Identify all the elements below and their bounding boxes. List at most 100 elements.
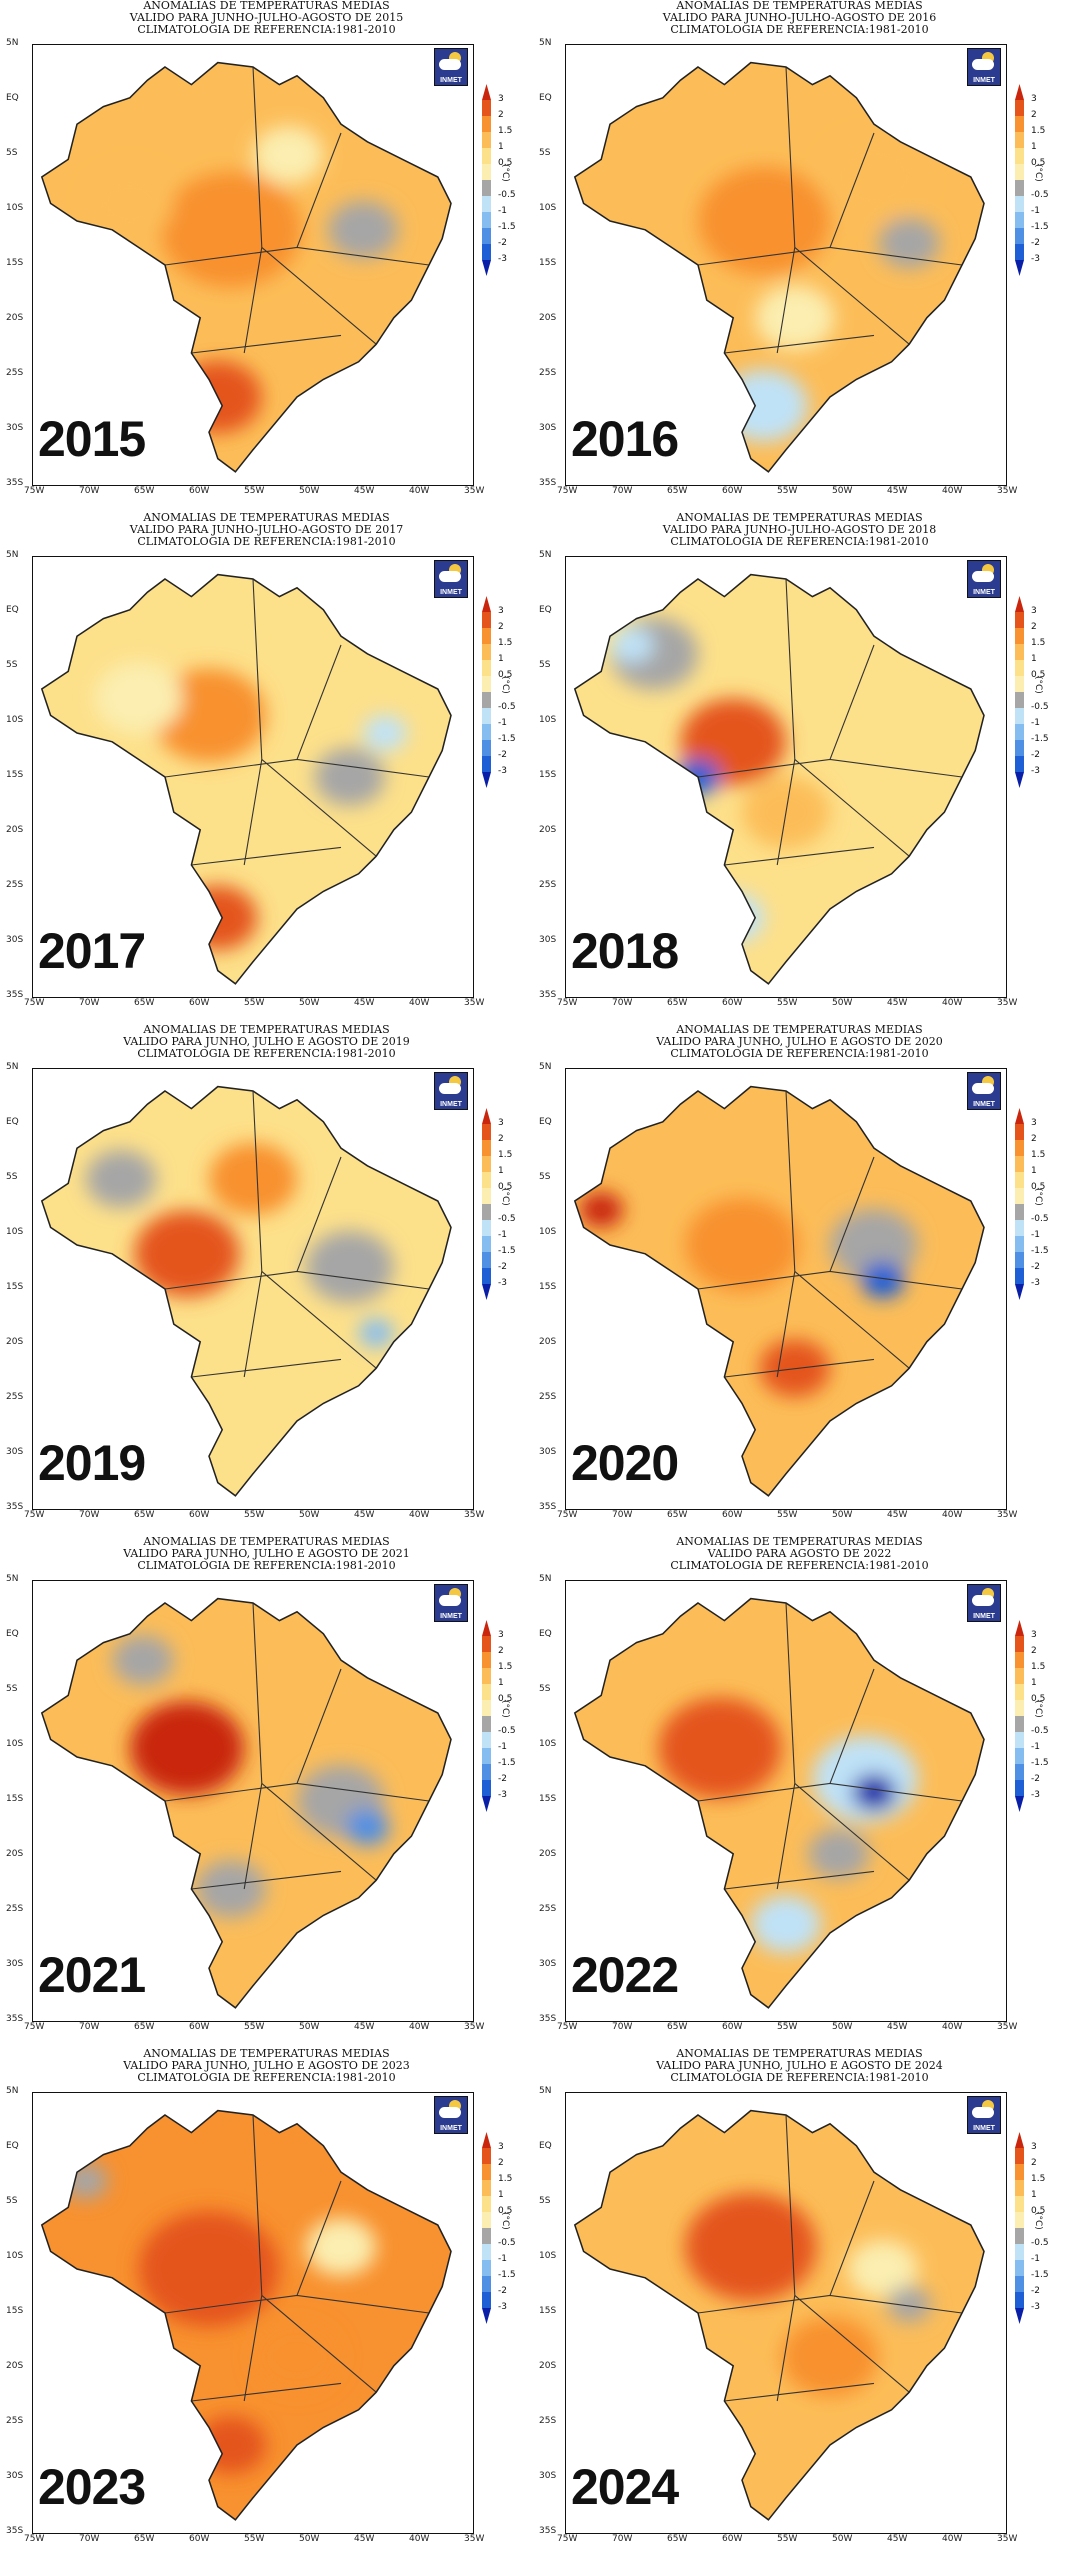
colorbar-segment	[482, 244, 491, 260]
colorbar-segment	[1015, 260, 1024, 276]
colorbar-tick: -2	[1031, 1262, 1040, 1272]
anomaly-region	[305, 2218, 377, 2276]
colorbar-segment	[1015, 1108, 1024, 1124]
latitude-label: 5N	[6, 2086, 19, 2096]
brazil-anomaly-map	[40, 2109, 452, 2521]
panel-title: ANOMALIAS DE TEMPERATURAS MEDIAS VALIDO P…	[533, 2048, 1066, 2084]
anomaly-region	[750, 1895, 822, 1954]
colorbar-tick: 1	[498, 1166, 504, 1176]
inmet-logo: INMET	[967, 48, 1001, 86]
colorbar-tick: 3	[498, 2142, 504, 2152]
colorbar-tick: -2	[498, 1262, 507, 1272]
colorbar-tick: 0.5	[1031, 158, 1046, 168]
colorbar-tick: 1.5	[1031, 2174, 1046, 2184]
colorbar-tick: 1.5	[498, 1662, 513, 1672]
panel-title: ANOMALIAS DE TEMPERATURAS MEDIAS VALIDO P…	[533, 0, 1066, 36]
anomaly-region	[112, 1634, 174, 1686]
longitude-label: 45W	[354, 1510, 375, 1520]
colorbar-segment	[1015, 1668, 1024, 1684]
latitude-label: 5N	[539, 550, 552, 560]
panel-title-line: CLIMATOLOGIA DE REFERENCIA:1981-2010	[670, 1047, 929, 1060]
inmet-logo: INMET	[967, 560, 1001, 598]
colorbar-tick: -1	[498, 206, 507, 216]
colorbar-tick: 2	[1031, 622, 1037, 632]
colorbar-segment	[482, 772, 491, 788]
longitude-label: 35W	[464, 486, 485, 496]
colorbar-tick: -1	[498, 2254, 507, 2264]
colorbar-legend: 3 2 1.5 1 0.5 -0.5 -1 -1.5 -2 -3 (°C)	[478, 2132, 516, 2324]
colorbar-tick: 1	[1031, 2190, 1037, 2200]
state-border	[776, 578, 796, 866]
latitude-label: 5N	[6, 550, 19, 560]
inmet-logo: INMET	[434, 2096, 468, 2134]
longitude-label: 75W	[557, 2022, 578, 2032]
latitude-label: 5S	[6, 2196, 18, 2206]
colorbar-legend: 3 2 1.5 1 0.5 -0.5 -1 -1.5 -2 -3 (°C)	[1011, 2132, 1049, 2324]
brazil-anomaly-map	[40, 573, 452, 985]
colorbar-segment	[1015, 1172, 1024, 1188]
longitude-label: 65W	[134, 2534, 155, 2544]
state-border	[261, 1270, 377, 1369]
colorbar-segment	[482, 212, 491, 228]
colorbar-segment	[1015, 84, 1024, 100]
logo-text: INMET	[440, 77, 462, 84]
anomaly-region	[138, 2211, 280, 2327]
cloud-icon	[972, 1083, 994, 1094]
brazil-anomaly-map	[573, 1597, 985, 2009]
colorbar-segment	[482, 1188, 491, 1204]
colorbar-tick: 2	[1031, 2158, 1037, 2168]
latitude-label: 30S	[6, 2471, 24, 2481]
colorbar-segment	[482, 2148, 491, 2164]
anomaly-region	[345, 1809, 390, 1846]
logo-text: INMET	[973, 2125, 995, 2132]
panel-title: ANOMALIAS DE TEMPERATURAS MEDIAS VALIDO P…	[0, 1536, 533, 1572]
inmet-logo: INMET	[434, 48, 468, 86]
latitude-label: 5N	[539, 38, 552, 48]
panel-title-line: VALIDO PARA JUNHO, JULHO E AGOSTO DE 201…	[123, 1035, 410, 1048]
longitude-label: 65W	[134, 998, 155, 1008]
colorbar-segment	[482, 2260, 491, 2276]
colorbar-segment	[482, 1732, 491, 1748]
latitude-label: 25S	[6, 1904, 24, 1914]
state-border	[296, 132, 342, 248]
anomaly-region	[129, 1701, 245, 1796]
colorbar-tick: 0.5	[498, 2206, 513, 2216]
colorbar-tick: 3	[1031, 2142, 1037, 2152]
colorbar-segment	[482, 1636, 491, 1652]
colorbar-tick: -2	[498, 1774, 507, 1784]
latitude-label: EQ	[6, 2141, 19, 2151]
year-label: 2015	[38, 411, 146, 467]
latitude-label: 5N	[539, 2086, 552, 2096]
colorbar-tick: -1.5	[1031, 1246, 1049, 1256]
colorbar-tick: -0.5	[1031, 702, 1049, 712]
latitude-label: 35S	[6, 2526, 24, 2536]
latitude-label: 30S	[539, 1447, 557, 1457]
latitude-label: 5S	[6, 148, 18, 158]
colorbar-segment	[1015, 212, 1024, 228]
colorbar-tick: -1.5	[1031, 1758, 1049, 1768]
state-border	[164, 1270, 430, 1290]
panel-title-line: CLIMATOLOGIA DE REFERENCIA:1981-2010	[670, 535, 929, 548]
longitude-label: 50W	[299, 2534, 320, 2544]
colorbar-tick: -0.5	[498, 2238, 516, 2248]
longitude-label: 35W	[464, 2534, 485, 2544]
cloud-icon	[972, 59, 994, 70]
latitude-label: 10S	[539, 2251, 557, 2261]
longitude-label: 35W	[997, 998, 1018, 1008]
panel-title-line: CLIMATOLOGIA DE REFERENCIA:1981-2010	[137, 1047, 396, 1060]
colorbar-tick: -1.5	[498, 734, 516, 744]
latitude-label: 10S	[6, 1227, 24, 1237]
longitude-label: 75W	[24, 2022, 45, 2032]
longitude-label: 50W	[832, 1510, 853, 1520]
latitude-label: EQ	[539, 2141, 552, 2151]
latitude-label: EQ	[6, 605, 19, 615]
panel-title-line: VALIDO PARA JUNHO, JULHO E AGOSTO DE 202…	[123, 1547, 410, 1560]
panel-title-line: CLIMATOLOGIA DE REFERENCIA:1981-2010	[137, 535, 396, 548]
inmet-logo: INMET	[434, 560, 468, 598]
cloud-icon	[439, 1083, 461, 1094]
colorbar-tick: -3	[1031, 2302, 1040, 2312]
state-border	[261, 1782, 377, 1881]
state-border	[243, 66, 263, 354]
panel-title-line: VALIDO PARA JUNHO-JULHO-AGOSTO DE 2017	[129, 523, 404, 536]
brazil-anomaly-map	[573, 573, 985, 985]
